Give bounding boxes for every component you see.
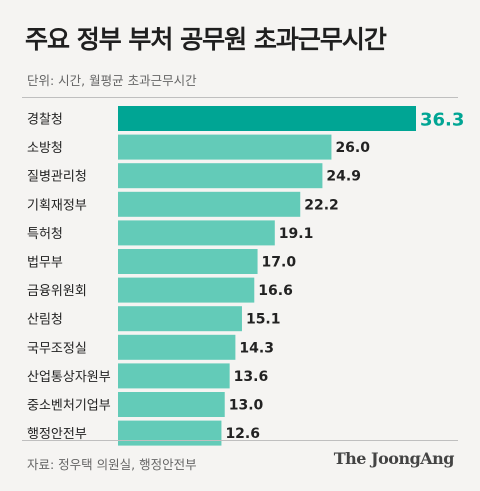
bar bbox=[118, 163, 323, 189]
category-label: 법무부 bbox=[27, 256, 63, 271]
category-label: 질병관리청 bbox=[27, 170, 87, 185]
bar bbox=[118, 392, 225, 417]
value-label: 14.3 bbox=[239, 340, 274, 356]
bar bbox=[118, 420, 222, 446]
category-label: 소방청 bbox=[27, 141, 63, 156]
chart-title: 주요 정부 부처 공무원 초과근무시간 bbox=[25, 25, 387, 54]
bottom-divider bbox=[22, 440, 458, 441]
category-label: 기획재정부 bbox=[27, 198, 87, 213]
category-label: 경찰청 bbox=[27, 113, 63, 128]
top-divider bbox=[22, 97, 458, 98]
bar bbox=[118, 106, 416, 131]
bar bbox=[118, 306, 242, 332]
bar bbox=[118, 334, 236, 360]
brand-logo: The JoongAng bbox=[333, 449, 455, 468]
value-label: 36.3 bbox=[420, 110, 464, 131]
value-label: 22.2 bbox=[304, 197, 339, 213]
value-label: 12.6 bbox=[225, 426, 260, 442]
value-label: 26.0 bbox=[335, 140, 370, 156]
category-label: 중소벤처기업부 bbox=[27, 399, 111, 414]
bar bbox=[118, 277, 255, 303]
value-label: 24.9 bbox=[326, 169, 361, 185]
value-label: 13.0 bbox=[229, 398, 264, 414]
value-label: 16.6 bbox=[258, 283, 293, 299]
bar bbox=[118, 191, 301, 217]
value-label: 15.1 bbox=[246, 312, 281, 328]
category-label: 산업통상자원부 bbox=[27, 370, 111, 385]
source-note: 자료: 정우택 의원실, 행정안전부 bbox=[27, 457, 197, 472]
unit-note: 단위: 시간, 월평균 초과근무시간 bbox=[27, 73, 197, 88]
category-label: 산림청 bbox=[27, 313, 63, 328]
bar bbox=[118, 363, 230, 389]
bar bbox=[118, 134, 332, 160]
category-label: 행정안전부 bbox=[27, 426, 87, 442]
category-label: 국무조정실 bbox=[27, 341, 87, 356]
category-label: 금융위원회 bbox=[27, 284, 87, 299]
value-label: 19.1 bbox=[279, 226, 314, 242]
value-label: 13.6 bbox=[234, 369, 269, 385]
bar bbox=[118, 220, 275, 246]
value-label: 17.0 bbox=[262, 255, 297, 271]
category-label: 특허청 bbox=[27, 227, 63, 242]
bar bbox=[118, 249, 258, 274]
